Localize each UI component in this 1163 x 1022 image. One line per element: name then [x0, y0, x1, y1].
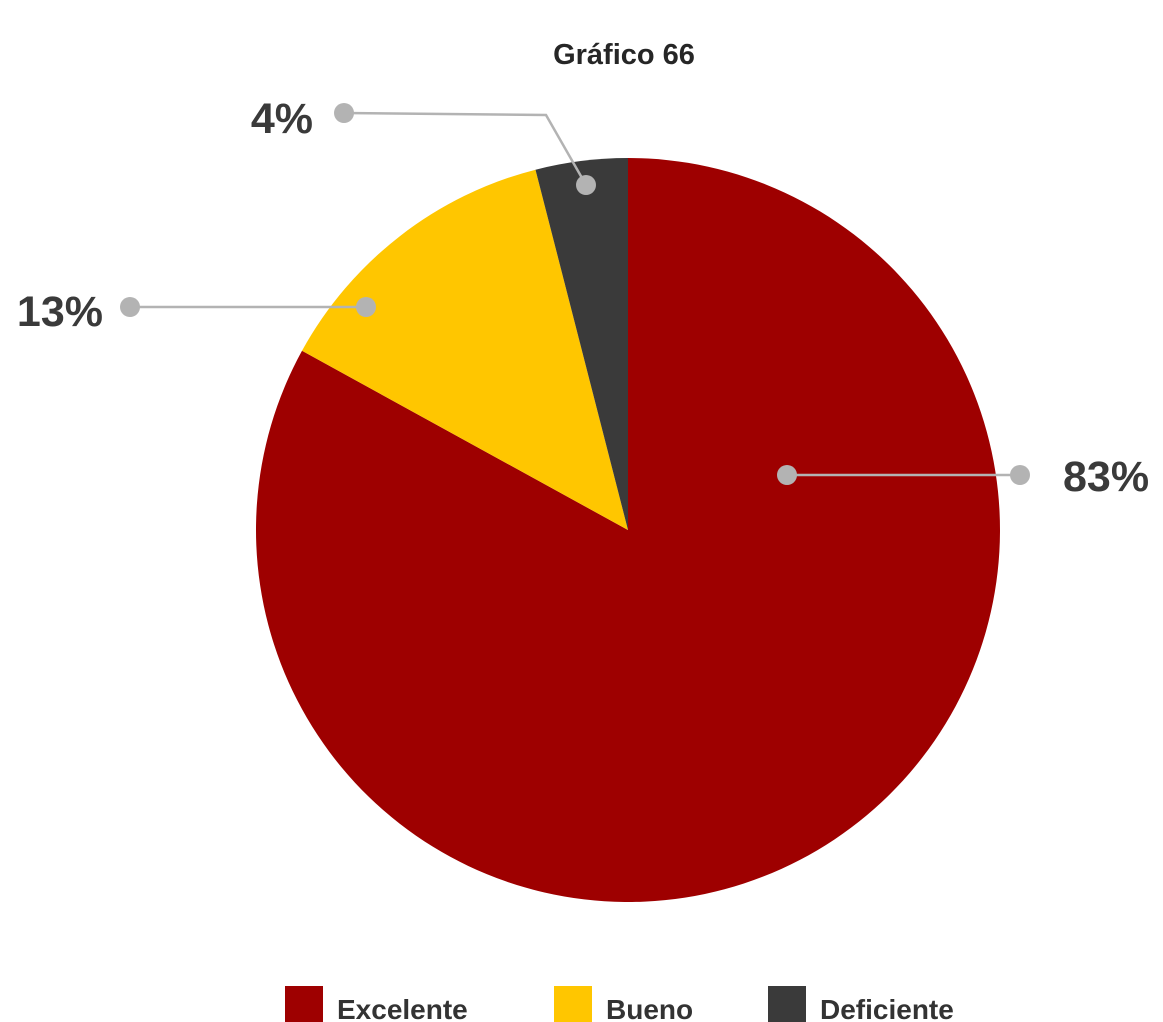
slice-excelente: [255, 158, 1000, 903]
legend-label-excelente: Excelente: [337, 994, 468, 1022]
leader-end-dot-bueno: [120, 297, 140, 317]
value-label-deficiente: 4%: [251, 95, 313, 143]
legend-label-bueno: Bueno: [606, 994, 693, 1022]
slice-deficiente: [535, 158, 628, 530]
leader-line-deficiente: [343, 111, 588, 186]
leader-end-dot-deficiente: [334, 103, 354, 123]
value-label-bueno: 13%: [17, 288, 103, 336]
leader-dot-excelente: [777, 465, 797, 485]
legend-swatch-deficiente: [768, 986, 806, 1022]
leader-lines: [120, 103, 1030, 485]
chart-title: Gráfico 66: [553, 39, 695, 71]
value-labels: 83% 13% 4%: [17, 95, 1149, 501]
slice-bueno: [302, 169, 628, 530]
legend-swatch-excelente: [285, 986, 323, 1022]
legend-swatch-bueno: [554, 986, 592, 1022]
legend-label-deficiente: Deficiente: [820, 994, 954, 1022]
legend: Excelente Bueno Deficiente: [285, 986, 954, 1022]
leader-dot-deficiente: [576, 175, 596, 195]
value-label-excelente: 83%: [1063, 453, 1149, 501]
pie-slices: [255, 158, 1000, 903]
leader-dot-bueno: [356, 297, 376, 317]
leader-end-dot-excelente: [1010, 465, 1030, 485]
